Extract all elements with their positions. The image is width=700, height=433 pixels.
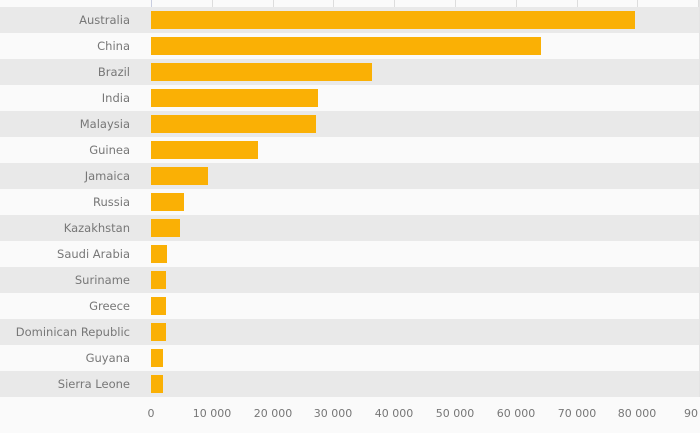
x-tick-label: 40 000	[374, 407, 414, 420]
bar[interactable]	[151, 37, 541, 55]
x-axis: 0 10 000 20 000 30 000 40 000 50 000 60 000 70 …	[0, 397, 700, 433]
category-label: India	[101, 91, 130, 105]
x-tick-label: 50 000	[435, 407, 475, 420]
bar-track	[151, 7, 700, 33]
x-tick-label: 0	[147, 407, 155, 420]
chart-row: China	[0, 33, 700, 59]
bar[interactable]	[151, 193, 184, 211]
x-tick-label: 20 000	[253, 407, 293, 420]
category-label: Australia	[79, 13, 130, 27]
category-label: Saudi Arabia	[57, 247, 130, 261]
bar-track	[151, 59, 700, 85]
category-label: China	[97, 39, 130, 53]
bar[interactable]	[151, 115, 316, 133]
bar-track	[151, 137, 700, 163]
x-tick-label: 10 000	[192, 407, 232, 420]
chart-row: Brazil	[0, 59, 700, 85]
chart-row: Russia	[0, 189, 700, 215]
category-label: Guinea	[89, 143, 130, 157]
bar[interactable]	[151, 323, 166, 341]
bar[interactable]	[151, 141, 258, 159]
bar[interactable]	[151, 297, 166, 315]
chart-row: Suriname	[0, 267, 700, 293]
bar-track	[151, 215, 700, 241]
bar-track	[151, 111, 700, 137]
chart-row: Malaysia	[0, 111, 700, 137]
bar-track	[151, 241, 700, 267]
bar[interactable]	[151, 219, 180, 237]
category-label: Russia	[93, 195, 130, 209]
bar[interactable]	[151, 167, 208, 185]
bar-track	[151, 33, 700, 59]
category-label: Brazil	[97, 65, 130, 79]
chart-row: Greece	[0, 293, 700, 319]
bar[interactable]	[151, 11, 635, 29]
bar[interactable]	[151, 375, 163, 393]
x-tick-label: 80 000	[617, 407, 657, 420]
bar[interactable]	[151, 245, 167, 263]
chart-row: Jamaica	[0, 163, 700, 189]
chart-row: Dominican Republic	[0, 319, 700, 345]
category-label: Kazakhstan	[63, 221, 130, 235]
category-label: Dominican Republic	[15, 325, 130, 339]
bar[interactable]	[151, 349, 163, 367]
category-label: Suriname	[74, 273, 130, 287]
chart-row: Sierra Leone	[0, 371, 700, 397]
chart-row: India	[0, 85, 700, 111]
bar[interactable]	[151, 271, 166, 289]
bar-track	[151, 345, 700, 371]
category-label: Malaysia	[79, 117, 130, 131]
category-label: Jamaica	[84, 169, 130, 183]
bar-track	[151, 267, 700, 293]
plot-area: Australia China Brazil India Malaysia Guinea J…	[0, 7, 700, 397]
x-tick-label: 30 000	[313, 407, 353, 420]
bar-track	[151, 189, 700, 215]
category-label: Greece	[89, 299, 130, 313]
chart-row: Saudi Arabia	[0, 241, 700, 267]
chart-row: Australia	[0, 7, 700, 33]
bar[interactable]	[151, 63, 372, 81]
chart-row: Guinea	[0, 137, 700, 163]
bar-track	[151, 163, 700, 189]
bar[interactable]	[151, 89, 318, 107]
x-tick-label: 90 ...	[684, 407, 700, 420]
bar-track	[151, 293, 700, 319]
x-tick-label: 70 000	[557, 407, 597, 420]
bar-track	[151, 85, 700, 111]
x-tick-label: 60 000	[496, 407, 536, 420]
bar-track	[151, 319, 700, 345]
category-label: Sierra Leone	[57, 377, 130, 391]
bar-track	[151, 371, 700, 397]
chart-row: Guyana	[0, 345, 700, 371]
chart-row: Kazakhstan	[0, 215, 700, 241]
category-label: Guyana	[85, 351, 130, 365]
